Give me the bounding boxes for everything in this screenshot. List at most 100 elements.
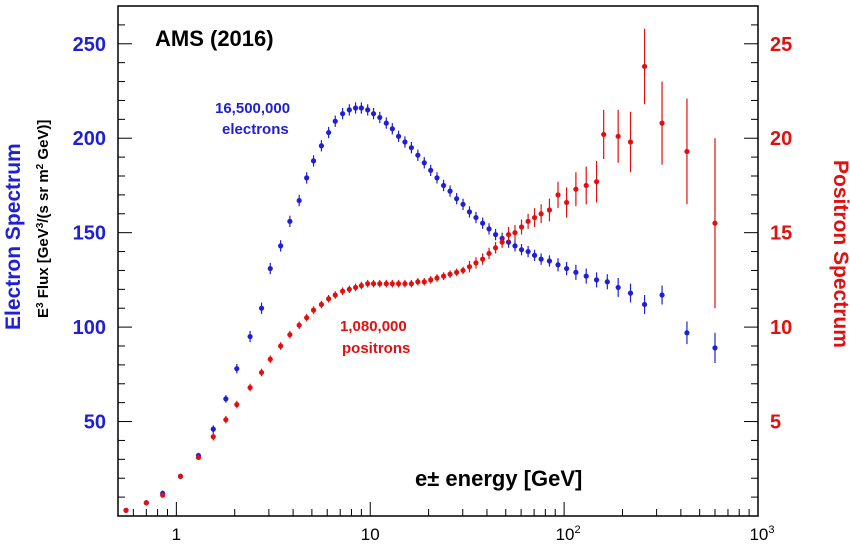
left-tick-label: 150 <box>73 223 106 245</box>
data-point <box>428 277 434 283</box>
data-point <box>712 345 718 351</box>
right-tick-label: 5 <box>770 412 781 434</box>
data-point <box>258 305 265 311</box>
data-point <box>247 384 253 391</box>
data-point <box>627 290 634 296</box>
data-point <box>377 114 383 121</box>
data-point <box>659 120 665 126</box>
data-point <box>287 218 293 224</box>
data-point <box>304 315 310 321</box>
data-point <box>326 129 332 136</box>
data-point <box>466 209 473 215</box>
data-point <box>346 286 352 292</box>
data-point <box>447 188 453 194</box>
data-point <box>223 417 229 423</box>
data-point <box>447 271 453 277</box>
data-point <box>326 296 332 302</box>
data-point <box>402 139 408 145</box>
data-point <box>505 231 512 238</box>
data-point <box>370 111 377 117</box>
data-point <box>441 273 447 279</box>
data-point <box>247 333 253 340</box>
data-point <box>421 160 427 166</box>
data-point <box>339 111 346 117</box>
data-point <box>641 63 648 70</box>
data-point <box>383 281 389 287</box>
data-point <box>583 273 589 279</box>
data-point <box>296 197 302 204</box>
data-point <box>408 145 414 151</box>
data-point <box>395 281 402 287</box>
data-point <box>160 492 166 498</box>
data-point <box>123 507 129 513</box>
data-point <box>627 139 634 145</box>
right-tick-label: 25 <box>770 34 792 56</box>
data-point <box>659 292 665 298</box>
data-point <box>512 243 518 249</box>
left-tick-label: 250 <box>73 34 106 56</box>
data-point <box>210 434 216 440</box>
data-point <box>296 322 302 328</box>
data-point <box>287 332 293 338</box>
data-point <box>512 230 518 236</box>
data-point <box>555 192 561 198</box>
data-point <box>525 248 531 255</box>
data-point <box>434 175 440 181</box>
left-tick-label: 200 <box>73 128 106 150</box>
data-point <box>415 152 421 158</box>
plot-frame <box>117 5 759 517</box>
data-point <box>332 292 338 298</box>
data-point <box>370 281 377 287</box>
positrons-word-label: positrons <box>342 340 410 357</box>
data-point <box>583 182 589 189</box>
data-point <box>518 247 525 253</box>
data-point <box>480 220 486 226</box>
data-point <box>352 105 359 111</box>
data-point <box>310 307 317 313</box>
data-point <box>395 133 402 139</box>
electrons-count-label: 16,500,000 <box>215 100 290 117</box>
x-tick-label: 10 <box>361 525 380 544</box>
data-point <box>234 366 240 372</box>
data-point <box>415 279 421 285</box>
data-point <box>389 281 395 287</box>
data-point <box>546 207 553 213</box>
data-point <box>492 231 499 238</box>
positrons-count-label: 1,080,000 <box>340 318 407 335</box>
data-point <box>486 226 492 232</box>
data-point <box>531 252 538 258</box>
data-point <box>408 281 414 287</box>
x-tick-label: 103 <box>749 524 774 544</box>
left-tick-label: 50 <box>84 412 106 434</box>
data-point <box>518 224 525 230</box>
data-point <box>593 179 600 185</box>
data-point <box>473 260 479 266</box>
data-point <box>278 343 284 349</box>
data-point <box>177 473 184 479</box>
data-point <box>421 279 427 285</box>
left-axis-title: Electron Spectrum <box>2 143 25 330</box>
electrons-word-label: electrons <box>222 121 289 138</box>
data-point <box>525 218 531 224</box>
right-axis-ticks: 5 10 15 20 25 <box>744 24 792 498</box>
left-axis-ticks: 50 100 150 200 250 <box>73 24 132 498</box>
data-point <box>712 220 718 226</box>
data-point <box>684 148 690 155</box>
data-point <box>365 107 371 113</box>
chart-title: AMS (2016) <box>155 26 274 51</box>
data-point <box>555 262 561 268</box>
data-point <box>318 143 325 149</box>
data-point <box>454 196 460 202</box>
data-point <box>234 401 240 408</box>
data-point <box>546 258 553 264</box>
data-point <box>332 118 338 124</box>
data-point <box>615 284 621 291</box>
data-series <box>123 28 718 513</box>
data-point <box>210 426 216 432</box>
right-tick-label: 15 <box>770 223 792 245</box>
data-point <box>601 131 607 138</box>
x-tick-label: 1 <box>172 525 181 544</box>
data-point <box>434 275 440 281</box>
x-axis-label: e± energy [GeV] <box>415 466 582 491</box>
